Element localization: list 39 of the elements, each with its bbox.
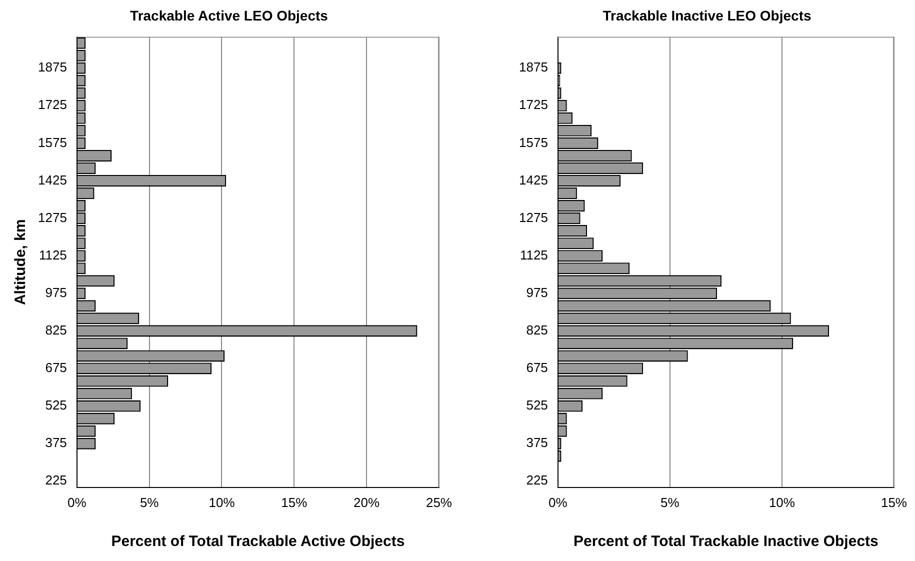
y-tick-label: 1425 (38, 172, 67, 188)
y-tick-label: 1425 (519, 172, 548, 188)
y-tick-label: 525 (45, 398, 67, 413)
y-tick-label: 825 (45, 322, 67, 338)
x-axis-title: Percent of Total Trackable Inactive Objects (574, 533, 878, 550)
y-tick-label: 1275 (38, 210, 67, 225)
x-tick-label: 10% (768, 494, 796, 510)
y-tick-label: 1275 (519, 210, 548, 225)
chart-title: Trackable Active LEO Objects (130, 7, 328, 24)
y-tick-label: 1875 (38, 60, 67, 75)
x-tick-label: 0% (548, 494, 568, 510)
y-tick-label: 1125 (38, 247, 67, 262)
x-tick-label: 5% (140, 494, 160, 510)
y-tick-label: 1575 (519, 134, 548, 150)
y-tick-label: 825 (526, 322, 548, 338)
y-tick-label: 1125 (520, 247, 548, 262)
y-tick-label: 525 (526, 398, 548, 413)
y-tick-label: 1875 (519, 60, 548, 75)
y-tick-label: 1725 (519, 97, 548, 112)
x-tick-label: 15% (281, 494, 308, 510)
y-tick-label: 975 (45, 284, 67, 300)
x-tick-label: 5% (660, 494, 680, 510)
x-tick-label: 15% (880, 494, 908, 510)
y-tick-label: 1575 (38, 134, 67, 150)
y-tick-label: 1725 (38, 97, 67, 112)
y-tick-label: 975 (526, 284, 548, 300)
y-tick-label: 675 (45, 360, 67, 376)
x-axis-title: Percent of Total Trackable Active Objects (111, 533, 405, 550)
x-tick-label: 10% (208, 494, 236, 510)
chart-title: Trackable Inactive LEO Objects (602, 7, 812, 24)
x-tick-label: 20% (354, 494, 380, 510)
y-tick-label: 225 (45, 472, 67, 488)
y-tick-label: 375 (45, 435, 67, 450)
x-tick-label: 25% (426, 494, 452, 510)
y-tick-label: 675 (526, 360, 548, 376)
x-tick-label: 0% (68, 494, 87, 510)
y-axis-title: Altitude, km (12, 219, 30, 306)
y-tick-label: 375 (526, 435, 548, 450)
y-tick-label: 225 (526, 472, 548, 488)
